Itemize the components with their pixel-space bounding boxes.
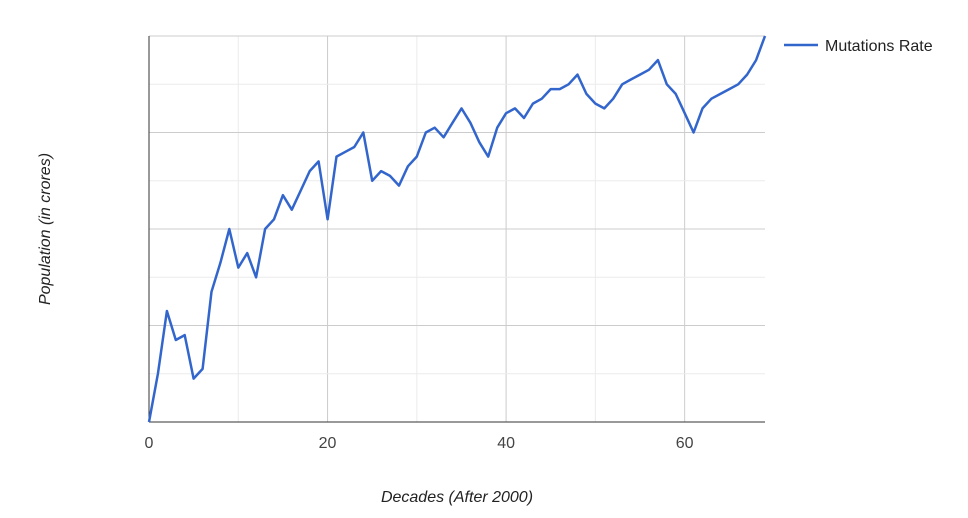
x-axis-title: Decades (After 2000) [381, 489, 533, 506]
gridlines [149, 35, 765, 422]
x-tick-label: 0 [145, 435, 154, 452]
legend-label-mutations-rate: Mutations Rate [825, 38, 933, 55]
x-tick-label: 20 [319, 435, 337, 452]
y-axis-title: Population (in crores) [37, 153, 54, 305]
x-tick-label: 60 [676, 435, 694, 452]
axes [148, 36, 765, 423]
legend: Mutations Rate [784, 38, 933, 55]
series-lines [147, 35, 767, 423]
x-tick-label: 40 [497, 435, 515, 452]
series-line-mutations-rate [147, 35, 767, 423]
x-tick-labels: 0 20 40 60 [145, 435, 694, 452]
